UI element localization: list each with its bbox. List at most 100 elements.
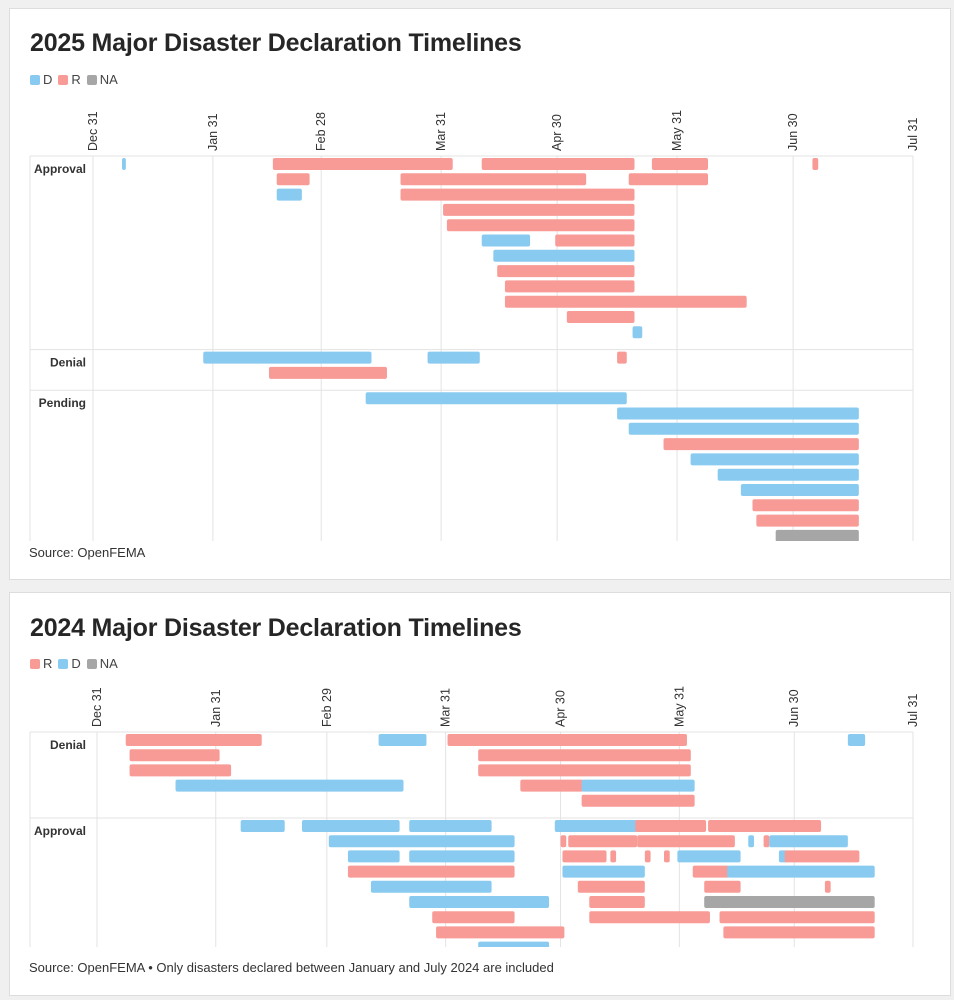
timeline-bar-r xyxy=(663,438,859,451)
timeline-bar-r xyxy=(347,865,515,878)
timeline-bar-r xyxy=(436,926,565,939)
timeline-bar-d xyxy=(409,850,515,863)
timeline-bar-r xyxy=(692,865,730,878)
timeline-bar-r xyxy=(481,158,635,170)
timeline-bar-r xyxy=(504,280,635,293)
x-tick-label: Mar 31 xyxy=(439,688,453,727)
source-note: Source: OpenFEMA xyxy=(29,545,146,560)
x-tick-label: Jun 30 xyxy=(786,113,800,151)
gantt-chart-2024: Dec 31 Jan 31 Feb 29 Mar 31 Apr 30 May 31 Jun … xyxy=(29,686,920,947)
gantt-chart-2025: Dec 31 Jan 31 Feb 28 Mar 31 Apr 30 May 31 Jun … xyxy=(29,110,920,541)
x-tick-label: Jan 31 xyxy=(209,689,223,727)
timeline-bar-r xyxy=(763,835,770,848)
timeline-bar-d xyxy=(617,407,859,420)
timeline-bar-d xyxy=(493,249,635,262)
timeline-bar-r xyxy=(784,850,860,863)
legend-item-na: NA xyxy=(86,72,118,87)
group-label: Pending xyxy=(39,396,86,410)
timeline-bar-r xyxy=(628,173,708,186)
timeline-bar-r xyxy=(577,880,645,893)
legend-swatch xyxy=(30,74,40,85)
x-tick-label: May 31 xyxy=(672,686,686,727)
timeline-bar-d xyxy=(276,188,302,201)
timeline-bar-d xyxy=(727,865,875,878)
timeline-bar-r xyxy=(447,734,687,746)
timeline-bar-d xyxy=(427,351,480,364)
legend: R D NA xyxy=(30,656,124,671)
legend-item-na: NA xyxy=(86,656,118,671)
timeline-bar-na xyxy=(704,896,875,908)
timeline-bar-d xyxy=(240,820,285,832)
timeline-bar-d xyxy=(717,468,859,481)
group-label: Denial xyxy=(50,738,86,752)
timeline-bar-r xyxy=(276,173,310,186)
legend-item-r: R xyxy=(30,656,52,671)
timeline-bar-r xyxy=(400,173,587,186)
timeline-bar-r xyxy=(555,234,635,247)
timeline-bar-d xyxy=(203,351,372,364)
timeline-bar-d xyxy=(628,422,859,435)
legend-label: R xyxy=(43,656,53,671)
source-note: Source: OpenFEMA • Only disasters declar… xyxy=(29,960,554,975)
legend-label: NA xyxy=(99,72,118,87)
x-tick-label: Feb 28 xyxy=(314,112,328,151)
timeline-bar-r xyxy=(432,911,515,924)
timeline-bar-r xyxy=(617,351,627,364)
chart-title: 2024 Major Disaster Declaration Timeline… xyxy=(30,614,522,642)
timeline-bar-d xyxy=(409,820,492,832)
timeline-bar-d xyxy=(478,941,550,947)
timeline-bar-d xyxy=(769,835,848,848)
timeline-bar-r xyxy=(756,514,859,527)
timeline-bar-d xyxy=(847,734,866,746)
timeline-bar-r xyxy=(663,850,670,863)
x-tick-label: Jul 31 xyxy=(906,694,920,727)
legend-swatch xyxy=(30,658,40,669)
x-tick-label: Apr 30 xyxy=(554,690,568,727)
chart-title: 2025 Major Disaster Declaration Timeline… xyxy=(30,29,522,57)
x-tick-label: Jan 31 xyxy=(206,113,220,151)
timeline-bar-r xyxy=(478,749,691,762)
timeline-bar-r xyxy=(752,499,859,512)
timeline-bar-r xyxy=(723,926,875,939)
timeline-bar-r xyxy=(560,835,567,848)
x-tick-label: May 31 xyxy=(670,110,684,151)
timeline-bar-r xyxy=(272,158,453,170)
x-tick-label: Apr 30 xyxy=(550,114,564,151)
timeline-bar-r xyxy=(610,850,617,863)
x-tick-label: Dec 31 xyxy=(86,111,100,151)
group-label: Approval xyxy=(34,162,86,176)
timeline-bar-d xyxy=(370,880,492,893)
timeline-bar-r xyxy=(568,835,638,848)
timeline-bar-d xyxy=(365,392,627,405)
timeline-bar-r xyxy=(824,880,831,893)
legend: D R NA xyxy=(30,72,124,87)
legend-swatch xyxy=(86,658,97,669)
timeline-bar-d xyxy=(481,234,531,247)
legend-label: R xyxy=(71,72,81,87)
x-tick-label: Mar 31 xyxy=(434,112,448,151)
legend-label: NA xyxy=(99,656,118,671)
timeline-bar-r xyxy=(520,779,584,792)
chart-card-2025: 2025 Major Disaster Declaration Timeline… xyxy=(9,8,951,580)
x-tick-label: Jun 30 xyxy=(787,689,801,727)
timeline-bar-d xyxy=(175,779,404,792)
timeline-bar-r xyxy=(504,295,747,308)
chart-card-2024: 2024 Major Disaster Declaration Timeline… xyxy=(9,592,951,996)
timeline-bar-d xyxy=(301,820,400,832)
timeline-bar-r xyxy=(497,265,635,278)
timeline-bar-r xyxy=(812,158,819,170)
timeline-bar-r xyxy=(581,794,695,807)
timeline-bar-d xyxy=(409,896,550,908)
timeline-bar-d xyxy=(677,850,741,863)
legend-label: D xyxy=(43,72,53,87)
timeline-bar-d xyxy=(122,158,126,170)
timeline-bar-d xyxy=(562,865,645,878)
timeline-bar-r xyxy=(443,203,635,216)
timeline-bar-d xyxy=(347,850,400,863)
x-tick-label: Dec 31 xyxy=(90,687,104,727)
timeline-bar-r xyxy=(651,158,708,170)
legend-swatch xyxy=(86,74,97,85)
timeline-bar-r xyxy=(589,911,710,924)
group-label: Approval xyxy=(34,824,86,838)
timeline-bar-d xyxy=(328,835,515,848)
